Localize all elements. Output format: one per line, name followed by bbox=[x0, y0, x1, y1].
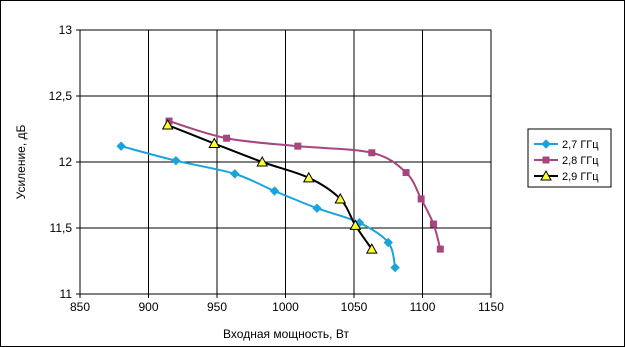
data-point bbox=[223, 134, 231, 142]
data-point bbox=[294, 142, 302, 150]
data-point bbox=[230, 169, 240, 179]
data-point bbox=[541, 139, 551, 149]
data-point bbox=[383, 237, 393, 248]
y-tick-label: 12,5 bbox=[49, 89, 73, 103]
data-point bbox=[165, 117, 173, 125]
y-tick-label: 13 bbox=[59, 23, 73, 37]
x-axis-title: Входная мощность, Вт bbox=[223, 327, 349, 341]
y-axis-title: Усиление, дБ bbox=[14, 125, 28, 200]
legend-box bbox=[527, 128, 612, 188]
x-tick-label: 900 bbox=[138, 300, 158, 314]
data-point bbox=[540, 169, 552, 181]
legend-item: 2,7 ГГц bbox=[534, 139, 599, 151]
y-tick-label: 11,5 bbox=[50, 221, 73, 235]
data-point bbox=[334, 192, 347, 204]
data-point bbox=[368, 149, 376, 157]
data-point bbox=[436, 245, 444, 253]
data-point bbox=[171, 155, 181, 166]
legend-label: 2,9 ГГц bbox=[562, 171, 599, 183]
data-point bbox=[390, 262, 400, 273]
y-tick-labels: 11 11,5 12 12,5 13 bbox=[49, 23, 80, 301]
x-tick-label: 850 bbox=[70, 300, 90, 314]
legend-label: 2,8 ГГц bbox=[562, 155, 599, 167]
data-point bbox=[312, 203, 322, 213]
data-point bbox=[116, 141, 126, 151]
data-point bbox=[429, 220, 437, 228]
data-point bbox=[269, 186, 280, 196]
gridlines bbox=[80, 30, 491, 294]
data-point bbox=[402, 169, 410, 177]
x-tick-label: 1000 bbox=[272, 300, 299, 314]
legend: 2,7 ГГц 2,8 ГГц 2,9 ГГц bbox=[527, 128, 612, 188]
data-point bbox=[365, 243, 378, 254]
data-point bbox=[161, 119, 174, 130]
y-tick-label: 11 bbox=[60, 287, 73, 301]
legend-label: 2,7 ГГц bbox=[562, 139, 599, 151]
series-1 bbox=[116, 141, 400, 273]
legend-item: 2,9 ГГц bbox=[534, 169, 599, 183]
data-point bbox=[417, 195, 425, 203]
data-point bbox=[302, 171, 315, 183]
data-point bbox=[349, 219, 362, 230]
series-3 bbox=[161, 119, 378, 254]
x-tick-labels: 850 900 950 1000 1050 1100 1150 bbox=[70, 294, 504, 314]
data-point bbox=[256, 155, 269, 167]
series-group bbox=[116, 117, 444, 273]
x-tick-label: 1150 bbox=[478, 300, 504, 314]
data-point bbox=[542, 156, 550, 164]
series-2 bbox=[165, 117, 444, 253]
x-tick-label: 950 bbox=[207, 300, 227, 314]
legend-item: 2,8 ГГц bbox=[534, 155, 599, 167]
data-point bbox=[208, 137, 221, 149]
x-tick-label: 1050 bbox=[341, 300, 368, 314]
x-tick-label: 1100 bbox=[410, 300, 436, 314]
y-tick-label: 12 bbox=[59, 155, 73, 169]
